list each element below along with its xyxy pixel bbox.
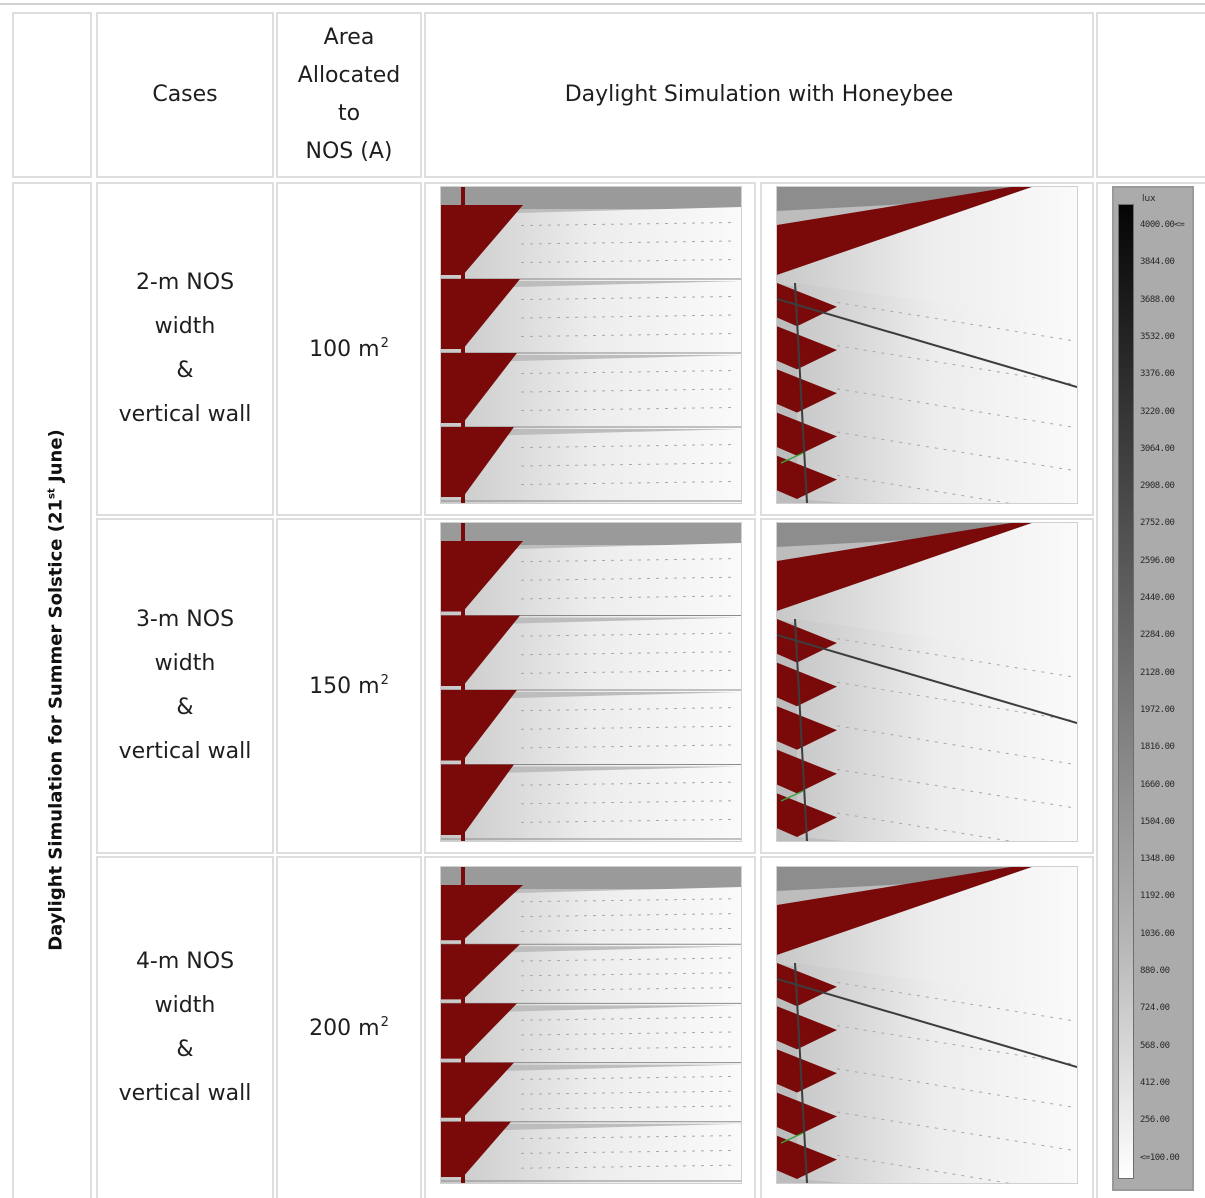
legend-tick-label: 2284.00 [1140,630,1175,641]
header-cases: Cases [96,12,274,178]
legend-tick-label: 3220.00 [1140,406,1175,417]
simulation-render [777,523,1077,841]
legend-unit: lux [1142,194,1156,204]
area-value: 200 m2 [309,1015,389,1041]
case-line: width [154,993,216,1018]
legend-tick-label: 3688.00 [1140,294,1175,305]
case-line: & [176,695,194,720]
legend-tick-label: 4000.00<= [1140,220,1185,230]
side-title-cell [12,182,92,1198]
header-legend-blank [1096,12,1205,178]
legend-tick-label: 2440.00 [1140,593,1175,603]
side-title: Daylight Simulation for Summer Solstice … [45,429,67,951]
sim-image-row-1-left [440,186,742,504]
legend-tick-label: 2128.00 [1140,667,1175,678]
case-line: width [154,651,216,676]
header-area-line1: Area [323,25,375,50]
legend-tick-label: <=100.00 [1140,1152,1180,1163]
area-value: 150 m2 [309,673,389,699]
legend-tick-label: 412.00 [1140,1077,1170,1088]
sim-image-row-3-right [776,866,1078,1184]
header-area-line3: to [337,101,361,126]
case-line: 4-m NOS [135,949,235,974]
legend-tick-label: 1504.00 [1140,816,1175,827]
legend-tick-label: 880.00 [1140,966,1170,976]
case-line: vertical wall [118,1081,252,1106]
simulation-render [441,523,741,841]
case-line: vertical wall [118,402,252,427]
sim-image-row-2-left [440,522,742,842]
header-area-line2: Allocated [297,63,401,88]
legend-tick-label: 3532.00 [1140,331,1175,342]
simulation-render [441,187,741,503]
case-line: vertical wall [118,739,252,764]
area-value: 100 m2 [309,336,389,362]
area-cell-row-2: 150 m2 [276,518,422,854]
sim-image-row-1-right [776,186,1078,504]
header-cases-label: Cases [152,82,218,107]
case-line: & [176,358,194,383]
header-area: Area Allocated to NOS (A) [276,12,422,178]
legend-tick-label: 2752.00 [1140,518,1175,529]
simulation-render [777,187,1077,503]
simulation-render [441,867,741,1183]
header-blank-cell [12,12,92,178]
sim-image-row-2-right [776,522,1078,842]
legend-tick-label: 1660.00 [1140,779,1175,790]
case-line: width [154,314,216,339]
case-cell-row-2: 3-m NOS width & vertical wall [96,518,274,854]
top-rule [0,3,1205,5]
legend-gradient-bar [1118,204,1134,1179]
legend-tick-label: 724.00 [1140,1003,1170,1014]
legend-tick-label: 1972.00 [1140,704,1175,715]
legend-tick-label: 3376.00 [1140,369,1175,380]
legend-tick-label: 3844.00 [1140,257,1175,268]
case-line: & [176,1037,194,1062]
legend-tick-label: 2596.00 [1140,555,1175,566]
area-cell-row-3: 200 m2 [276,856,422,1198]
header-simulation: Daylight Simulation with Honeybee [424,12,1094,178]
case-cell-row-1: 2-m NOS width & vertical wall [96,182,274,516]
case-line: 2-m NOS [135,270,235,295]
area-cell-row-1: 100 m2 [276,182,422,516]
illuminance-legend: lux 4000.00<= 3844.00 3688.00 3532.00 3376.0… [1112,186,1194,1191]
case-cell-row-3: 4-m NOS width & vertical wall [96,856,274,1198]
case-line: 3-m NOS [135,607,235,632]
legend-tick-label: 1036.00 [1140,928,1175,939]
legend-tick-label: 2908.00 [1140,481,1175,492]
legend-tick-label: 568.00 [1140,1040,1170,1051]
header-simulation-label: Daylight Simulation with Honeybee [564,82,954,107]
simulation-render [777,867,1077,1183]
sim-image-row-3-left [440,866,742,1184]
legend-tick-label: 3064.00 [1140,443,1175,454]
legend-tick-label: 1816.00 [1140,742,1175,753]
legend-tick-label: 1348.00 [1140,854,1175,865]
legend-tick-label: 1192.00 [1140,891,1175,902]
header-area-line4: NOS (A) [305,139,393,164]
legend-tick-label: 256.00 [1140,1115,1170,1126]
